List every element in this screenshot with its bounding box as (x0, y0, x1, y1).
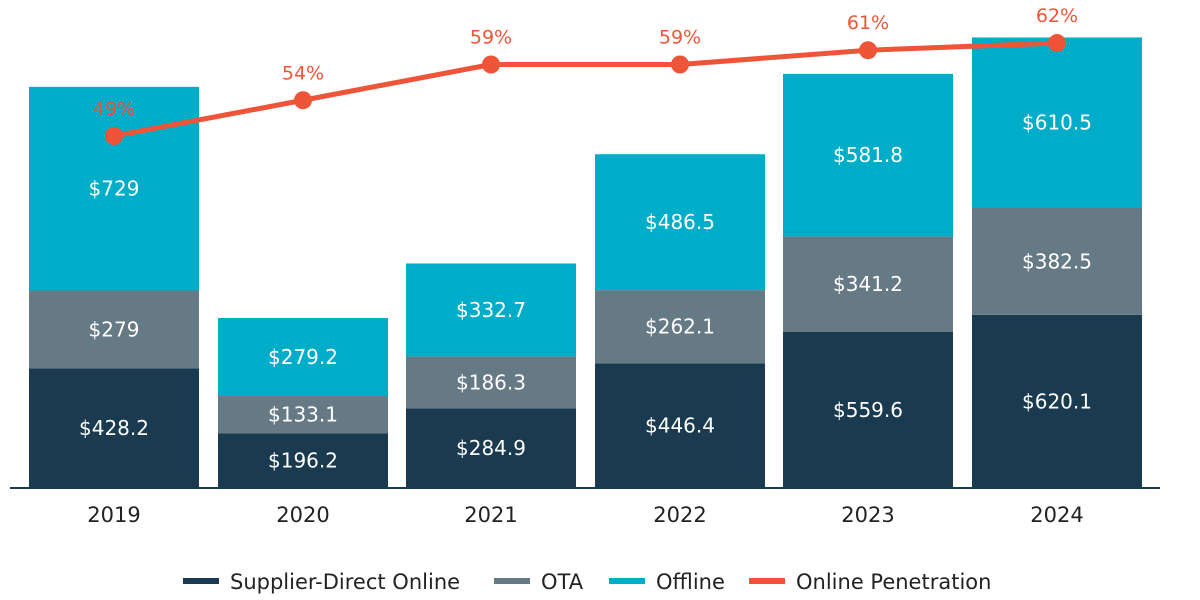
x-tick-label-2024: 2024 (1030, 503, 1083, 527)
bar-offline-2020 (218, 318, 388, 397)
bar-supplier-direct-online-2024 (972, 314, 1142, 488)
bar-label-offline-2023: $581.8 (833, 143, 903, 167)
bar-label-ota-2020: $133.1 (268, 403, 338, 427)
bar-label-offline-2024: $610.5 (1022, 111, 1092, 135)
bar-label-offline-2019: $729 (89, 177, 140, 201)
bar-label-supplier-direct-online-2022: $446.4 (645, 414, 715, 438)
x-tick-label-2022: 2022 (653, 503, 706, 527)
online-penetration-label-2020: 54% (282, 62, 324, 84)
bar-supplier-direct-online-2019 (29, 368, 199, 488)
online-penetration-point-2020 (294, 91, 312, 110)
legend-swatch-offline (609, 578, 645, 584)
bar-label-ota-2023: $341.2 (833, 272, 903, 296)
bar-offline-2024 (972, 37, 1142, 208)
bars-layer: $428.2 $279 $729 $196.2 $133.1 $279.2 $284.9 $1… (29, 37, 1142, 488)
bar-supplier-direct-online-2023 (783, 331, 953, 488)
online-penetration-point-2023 (859, 41, 877, 60)
online-penetration-point-2024 (1048, 34, 1066, 53)
bar-offline-2021 (406, 263, 576, 357)
bar-label-offline-2022: $486.5 (645, 210, 715, 234)
legend: Supplier-Direct Online OTA Offline Online P… (183, 570, 991, 594)
online-penetration-label-2024: 62% (1036, 5, 1078, 27)
online-penetration-label-2021: 59% (470, 27, 512, 49)
legend-label-supplier-direct-online: Supplier-Direct Online (230, 570, 460, 594)
online-penetration-point-2022 (671, 55, 689, 74)
legend-swatch-online-penetration (749, 578, 785, 584)
bar-ota-2021 (406, 356, 576, 409)
bar-label-ota-2024: $382.5 (1022, 249, 1092, 273)
bar-label-ota-2022: $262.1 (645, 315, 715, 339)
bar-label-ota-2019: $279 (89, 317, 140, 341)
online-penetration-point-2019 (105, 127, 123, 145)
bar-label-supplier-direct-online-2019: $428.2 (79, 416, 149, 440)
bar-supplier-direct-online-2022 (595, 363, 765, 488)
bar-supplier-direct-online-2020 (218, 433, 388, 488)
bar-label-offline-2021: $332.7 (456, 298, 526, 322)
legend-swatch-supplier-direct-online (183, 578, 219, 584)
online-penetration-label-2019: 49% (93, 98, 135, 120)
legend-label-online-penetration: Online Penetration (796, 570, 991, 594)
online-penetration-point-2021 (482, 55, 500, 74)
online-penetration-line (113, 40, 1058, 139)
bar-label-offline-2020: $279.2 (268, 345, 338, 369)
bar-offline-2019 (29, 86, 199, 291)
bar-ota-2020 (218, 396, 388, 434)
bar-offline-2023 (783, 73, 953, 237)
penetration-line-layer: 49% 54% 59% 59% 61% 62% (93, 5, 1078, 145)
x-tick-label-2020: 2020 (276, 503, 329, 527)
online-penetration-label-2023: 61% (847, 12, 889, 34)
bar-ota-2023 (783, 236, 953, 332)
bar-label-supplier-direct-online-2020: $196.2 (268, 449, 338, 473)
x-axis-ticks: 2019 2020 2021 2022 2023 2024 (87, 503, 1083, 527)
bar-ota-2024 (972, 207, 1142, 315)
bar-label-ota-2021: $186.3 (456, 370, 526, 394)
bar-offline-2022 (595, 154, 765, 291)
x-tick-label-2019: 2019 (87, 503, 140, 527)
legend-swatch-ota (494, 578, 530, 584)
legend-label-ota: OTA (541, 570, 584, 594)
bar-supplier-direct-online-2021 (406, 408, 576, 488)
bar-label-supplier-direct-online-2021: $284.9 (456, 436, 526, 460)
x-tick-label-2023: 2023 (841, 503, 894, 527)
legend-label-offline: Offline (656, 570, 725, 594)
bar-ota-2022 (595, 290, 765, 364)
bar-label-supplier-direct-online-2023: $559.6 (833, 398, 903, 422)
x-tick-label-2021: 2021 (464, 503, 517, 527)
bar-ota-2019 (29, 290, 199, 369)
online-penetration-label-2022: 59% (659, 27, 701, 49)
bar-label-supplier-direct-online-2024: $620.1 (1022, 389, 1092, 413)
